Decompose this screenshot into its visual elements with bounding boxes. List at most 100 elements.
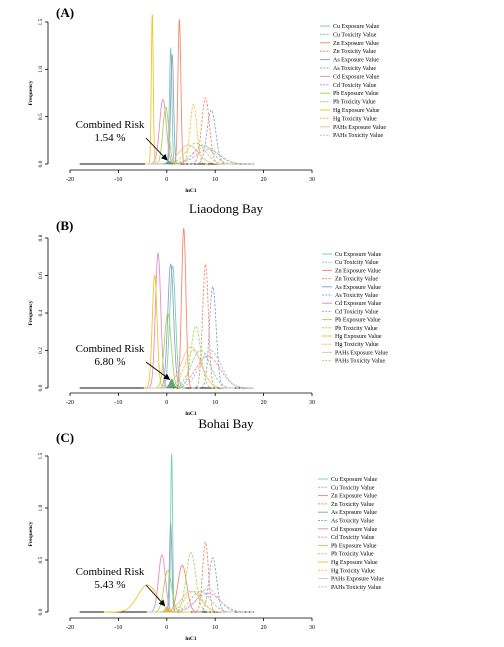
y-tick-label: 0.0 [38,384,44,391]
legend-entry: As Exposure Value [335,285,381,291]
panel-a: (A) -20 -10 0 10 20 30 lnC1 0.0 0.5 1.0 1.5 Frequenc… [28,5,386,194]
panel-label: (A) [56,5,74,20]
y-tick-label: 0.5 [38,556,44,563]
x-tick-label: -10 [114,625,122,631]
x-tick-label: 10 [212,625,218,631]
combined-risk-value: 5.43 % [94,579,125,591]
x-tick-label: 10 [212,177,218,183]
x-tick-label: 30 [309,177,315,183]
legend-entry: Pb Exposure Value [333,91,379,97]
combined-risk-label: Combined Risk [76,343,145,355]
legend-entry: Zn Toxicity Value [335,277,378,283]
legend: Cu Exposure Value Cu Toxicity Value Zn Exp… [320,24,386,139]
series-line [173,227,194,389]
series-line [195,557,231,613]
x-tick-label: 20 [261,625,267,631]
legend-entry: Cu Toxicity Value [331,485,375,491]
legend-entry: Cd Toxicity Value [333,83,377,89]
series-curves [143,227,254,389]
legend-entry: Zn Toxicity Value [333,49,376,55]
panel-label: (C) [56,430,74,445]
series-line [147,346,235,389]
legend-entry: Hg Exposure Value [331,560,378,566]
series-curves [103,453,254,613]
legend-entry: Hg Exposure Value [335,334,382,340]
series-line [162,350,254,389]
legend-entry: PAHs Exposure Value [335,350,388,356]
panel-title: Bohai Bay [198,416,254,431]
series-line [159,265,186,389]
x-tick-label: -10 [114,400,122,406]
y-tick-label: 1.0 [38,66,44,73]
x-tick-label: 20 [261,400,267,406]
series-line [197,286,229,389]
legend-entry: Cd Exposure Value [333,74,380,80]
y-tick-label: 0.6 [38,272,44,279]
legend-entry: Zn Exposure Value [335,268,381,274]
x-tick-label: 0 [165,177,168,183]
y-axis-label: Frequency [28,80,34,105]
legend-entry: As Toxicity Value [333,66,376,72]
x-tick-label: -10 [114,177,122,183]
panel-title: Liaodong Bay [189,201,264,216]
legend-entry: Cd Exposure Value [335,301,382,307]
legend-entry: Hg Toxicity Value [331,568,375,574]
combined-risk-area [165,378,178,388]
combined-risk-value: 6.80 % [94,356,125,368]
y-tick-label: 1.5 [38,18,44,25]
legend-entry: Pb Toxicity Value [335,326,378,332]
legend-entry: As Exposure Value [333,58,379,64]
legend-entry: As Toxicity Value [335,293,378,299]
y-tick-label: 0.2 [38,347,44,354]
x-axis-label: lnC1 [185,188,197,194]
legend-entry: Hg Exposure Value [333,108,380,114]
series-line [152,312,184,389]
legend-entry: Cu Exposure Value [335,252,382,258]
legend-entry: Pb Toxicity Value [331,552,374,558]
y-axis-label: Frequency [28,300,34,325]
combined-risk-value: 1.54 % [94,132,125,144]
x-tick-label: 30 [309,400,315,406]
combined-risk-label: Combined Risk [76,566,145,578]
panel-b: (B) Liaodong Bay -20 -10 0 10 20 30 lnC1 0.0 0.2 0.… [28,201,388,417]
legend-entry: Cu Toxicity Value [335,260,379,266]
series-line [143,274,166,389]
combined-risk-arrow [145,584,166,607]
legend-entry: PAHs Toxicity Value [335,359,385,365]
y-tick-label: 1.5 [38,452,44,459]
y-tick-label: 0.0 [38,608,44,615]
legend-entry: PAHs Exposure Value [331,577,384,583]
x-axis-label: lnC1 [185,636,197,642]
legend-entry: Zn Exposure Value [331,494,377,500]
y-tick-label: 0.0 [38,160,44,167]
legend-entry: Zn Toxicity Value [331,502,374,508]
legend-entry: Zn Exposure Value [333,41,379,47]
y-tick-label: 0.5 [38,113,44,120]
legend-entry: Pb Toxicity Value [333,100,376,106]
combined-risk-arrow [145,137,168,161]
series-line [152,106,179,165]
y-tick-label: 0.8 [38,234,44,241]
legend-entry: As Exposure Value [331,510,377,516]
series-line [169,552,213,613]
x-tick-label: 20 [261,177,267,183]
legend-entry: Hg Toxicity Value [335,342,379,348]
combined-risk-arrow [145,361,171,380]
combined-risk-area [160,606,173,612]
legend-entry: Cu Toxicity Value [333,32,377,38]
legend-entry: PAHs Exposure Value [333,125,386,131]
series-line [151,146,254,165]
legend-entry: Pb Exposure Value [335,318,381,324]
y-tick-label: 0.4 [38,309,44,316]
legend-entry: PAHs Toxicity Value [331,585,381,591]
legend-entry: Pb Exposure Value [331,543,377,549]
panel-c: (C) Bohai Bay -20 -10 0 10 20 30 lnC1 0.0 0.5 1.0 1.… [28,416,384,642]
x-tick-label: 10 [212,400,218,406]
combined-risk-label: Combined Risk [76,119,145,131]
legend-entry: Cd Toxicity Value [335,309,379,315]
legend: Cu Exposure Value Cu Toxicity Value Zn Exp… [318,477,384,591]
x-axis-label: lnC1 [185,411,197,417]
series-line [147,14,157,165]
x-tick-label: 30 [309,625,315,631]
